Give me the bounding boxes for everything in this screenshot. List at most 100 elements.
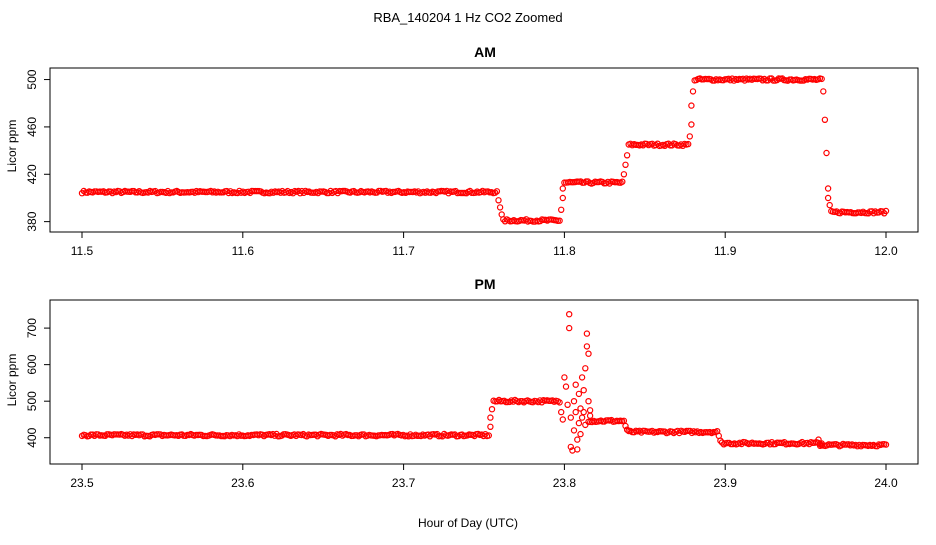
pm-data-point <box>269 430 277 438</box>
pm-data-point <box>487 414 494 421</box>
pm-x-tick-label: 23.5 <box>70 476 94 490</box>
am-data-points <box>78 75 890 225</box>
pm-data-point <box>572 408 579 416</box>
am-data-point <box>558 206 565 213</box>
pm-data-point <box>583 343 591 350</box>
am-x-axis: 11.5 11.6 11.7 11.8 11.9 12.0 <box>71 232 898 258</box>
pm-data-point <box>623 426 631 433</box>
pm-x-tick-label: 23.9 <box>714 476 738 490</box>
pm-data-point <box>585 350 592 357</box>
pm-data-point <box>535 398 542 406</box>
am-data-point <box>227 188 234 195</box>
am-data-point <box>559 185 567 192</box>
pm-y-tick-label: 700 <box>25 318 39 338</box>
pm-panel-title: PM <box>475 276 496 292</box>
pm-data-point <box>485 432 492 439</box>
am-y-tick-label: 420 <box>25 164 39 184</box>
am-data-point <box>818 75 825 83</box>
pm-x-axis: 23.5 23.6 23.7 23.8 23.9 24.0 <box>70 464 898 490</box>
am-x-tick-label: 12.0 <box>874 244 898 258</box>
am-data-point <box>826 201 833 209</box>
pm-data-point <box>578 374 586 381</box>
pm-data-point <box>578 414 586 421</box>
pm-data-point <box>574 436 581 443</box>
pm-data-point <box>556 399 563 406</box>
am-y-axis: 380 420 460 500 <box>25 69 50 232</box>
am-plot-frame <box>49 67 919 233</box>
pm-data-point <box>559 416 567 423</box>
pm-y-tick-label: 400 <box>25 427 39 447</box>
pm-panel: PM Licor ppm 23.5 23.6 23.7 23.8 23.9 24.0 40… <box>5 276 919 490</box>
pm-data-point <box>575 390 583 398</box>
am-data-point <box>495 197 502 204</box>
am-data-point <box>685 140 692 148</box>
pm-data-point <box>570 427 578 434</box>
pm-x-tick-label: 23.7 <box>392 476 416 490</box>
pm-plot-frame <box>49 299 919 465</box>
am-data-point <box>688 102 695 109</box>
pm-y-axis: 400 500 600 700 <box>25 318 50 448</box>
am-data-point <box>779 75 786 82</box>
pm-data-point <box>717 437 724 444</box>
pm-data-point <box>873 443 881 450</box>
am-y-axis-label: Licor ppm <box>5 120 19 173</box>
am-x-tick-label: 11.8 <box>553 244 576 258</box>
pm-data-point <box>567 414 575 421</box>
am-data-point <box>686 133 694 140</box>
am-data-point <box>623 152 631 159</box>
am-y-tick-label: 460 <box>25 117 39 137</box>
am-data-point <box>823 149 830 157</box>
pm-data-point <box>562 383 570 390</box>
pm-data-point <box>572 381 579 388</box>
am-x-tick-label: 11.6 <box>232 244 255 258</box>
am-data-point <box>824 194 832 202</box>
am-data-point <box>824 185 832 192</box>
pm-data-point <box>580 387 587 394</box>
pm-x-tick-label: 23.6 <box>231 476 255 490</box>
am-data-point <box>689 88 697 95</box>
am-data-point <box>493 188 501 195</box>
am-data-point <box>622 161 629 168</box>
pm-y-tick-label: 600 <box>25 354 39 374</box>
am-x-tick-label: 11.7 <box>392 244 415 258</box>
x-axis-label: Hour of Day (UTC) <box>418 516 518 530</box>
am-data-point <box>821 116 829 124</box>
pm-data-point <box>577 405 584 412</box>
pm-data-point <box>564 401 571 408</box>
pm-data-point <box>586 412 594 419</box>
pm-data-point <box>561 374 568 381</box>
pm-data-point <box>816 442 824 449</box>
pm-data-point <box>583 330 591 337</box>
am-data-point <box>757 75 765 82</box>
am-data-point <box>382 187 390 195</box>
am-data-point <box>314 189 322 197</box>
am-data-point <box>496 204 504 211</box>
pm-data-point <box>574 446 581 453</box>
pm-data-point <box>580 408 587 416</box>
pm-x-tick-label: 24.0 <box>874 476 898 490</box>
pm-data-point <box>570 398 578 405</box>
pm-data-point <box>567 443 575 451</box>
pm-y-axis-label: Licor ppm <box>5 354 19 407</box>
pm-data-point <box>622 422 629 430</box>
am-data-point <box>498 211 505 218</box>
am-data-point <box>820 88 827 95</box>
am-data-point <box>688 121 695 128</box>
pm-data-point <box>882 441 890 448</box>
pm-data-point <box>566 324 573 332</box>
am-data-point <box>879 208 886 215</box>
am-x-tick-label: 11.5 <box>71 244 94 258</box>
am-y-tick-label: 500 <box>25 69 39 89</box>
pm-data-point <box>575 419 583 427</box>
am-data-point <box>556 217 563 224</box>
pm-data-point <box>482 431 489 438</box>
pm-data-point <box>582 421 589 429</box>
pm-data-point <box>582 365 589 372</box>
pm-data-point <box>577 430 584 438</box>
am-data-point <box>620 171 628 178</box>
am-data-point <box>882 207 890 215</box>
am-y-tick-label: 380 <box>25 211 39 231</box>
am-data-point <box>284 187 291 195</box>
